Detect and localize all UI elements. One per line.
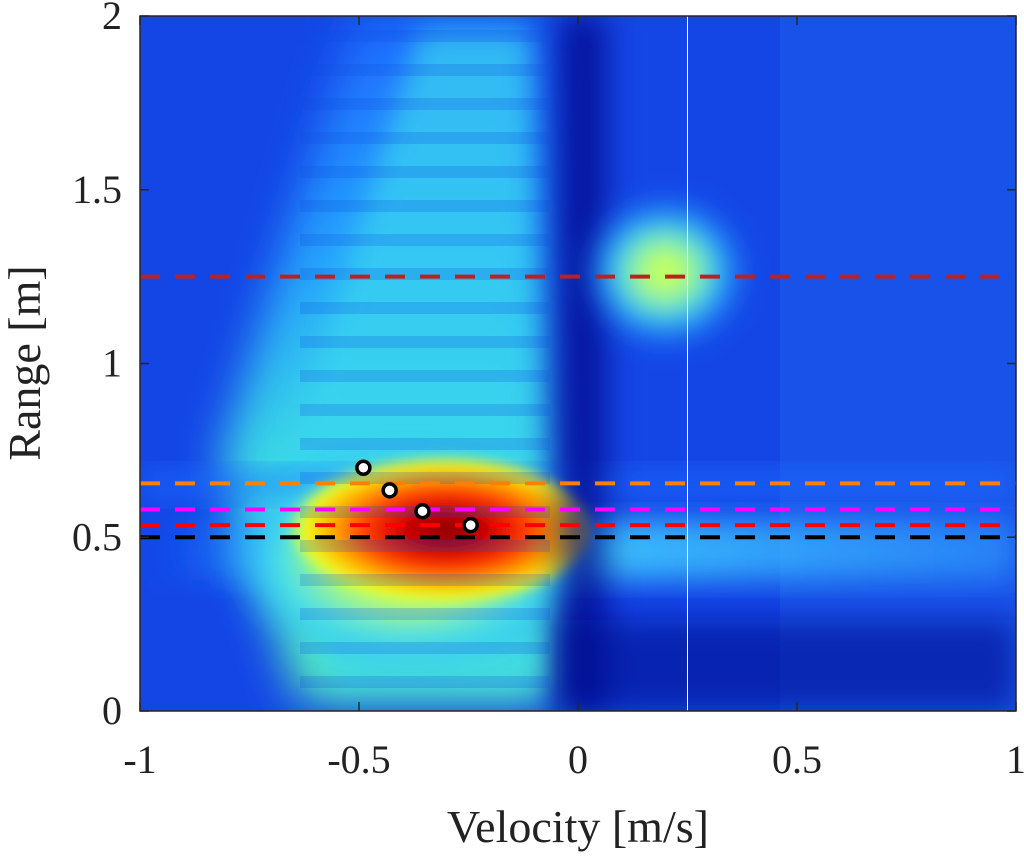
striation	[300, 370, 550, 382]
striation	[300, 438, 550, 450]
peak-marker	[462, 516, 479, 534]
striation	[300, 132, 550, 144]
striation	[300, 540, 550, 552]
striation	[300, 642, 550, 654]
y-tick-label: 1.5	[72, 167, 122, 212]
y-axis-title: Range [m]	[0, 265, 50, 460]
striation	[300, 234, 550, 246]
x-axis-title: Velocity [m/s]	[447, 801, 709, 852]
striation	[300, 608, 550, 620]
peak-marker	[381, 482, 398, 499]
x-tick-label: -0.5	[327, 737, 390, 782]
peak-marker	[355, 459, 372, 476]
y-tick-label: 2	[102, 0, 122, 38]
striation	[300, 30, 550, 42]
x-tick-label: 1	[1006, 737, 1024, 782]
peak-marker	[414, 502, 431, 520]
striation	[300, 64, 550, 76]
striation	[300, 676, 550, 688]
heatmap-image	[140, 16, 1016, 711]
striation	[300, 200, 550, 212]
striation	[300, 404, 550, 416]
x-tick-label: -1	[123, 737, 156, 782]
striation	[300, 336, 550, 348]
striation	[300, 166, 550, 178]
striation	[300, 574, 550, 586]
x-tick-label: 0.5	[772, 737, 822, 782]
y-tick-label: 0.5	[72, 514, 122, 559]
striation	[300, 98, 550, 110]
x-tick-label: 0	[568, 737, 588, 782]
y-tick-label: 0	[102, 688, 122, 733]
y-tick-label: 1	[102, 341, 122, 386]
striation	[300, 302, 550, 314]
